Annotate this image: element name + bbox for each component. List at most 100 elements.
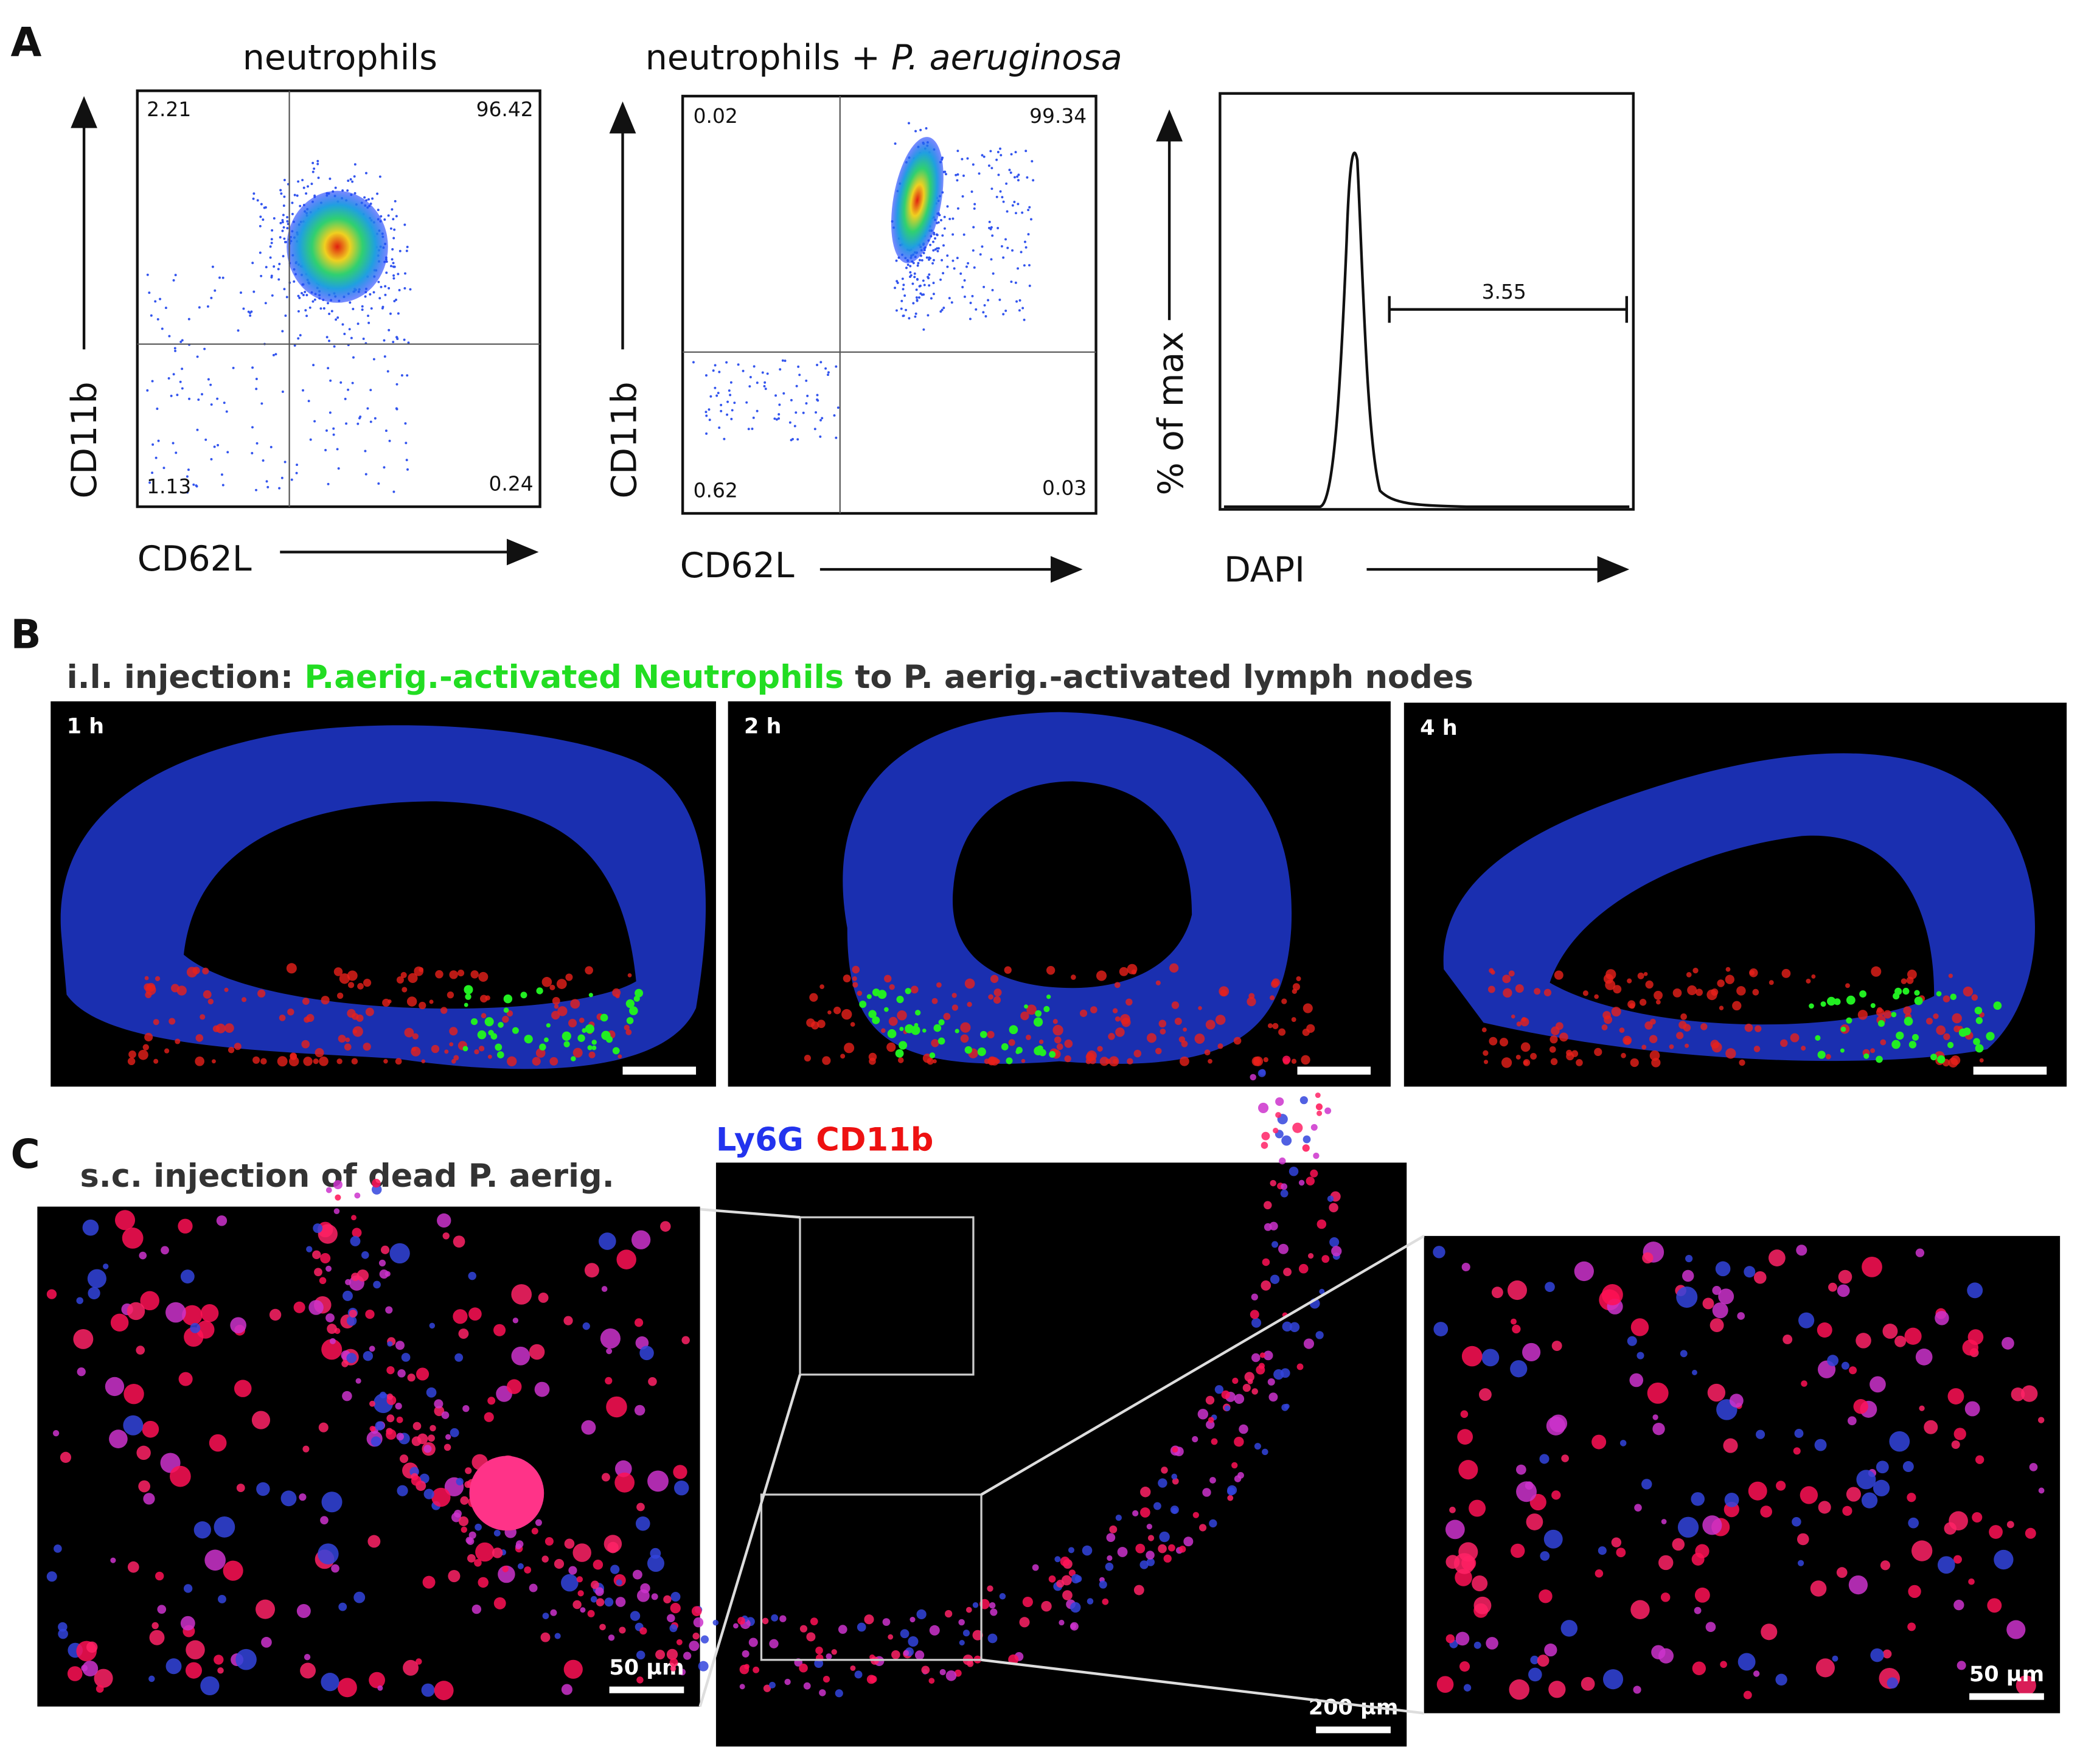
cell [660, 1221, 671, 1232]
neutrophil-signal [1863, 1053, 1870, 1059]
cd11b-signal [127, 1057, 136, 1066]
event-dot [259, 215, 262, 218]
event-dot [946, 205, 949, 208]
cd11b-signal [400, 971, 407, 979]
cell [819, 1689, 826, 1696]
cell [493, 1597, 506, 1609]
cell [200, 1304, 219, 1322]
cell [325, 1187, 332, 1193]
cell [1041, 1601, 1052, 1612]
cd11b-signal [1155, 980, 1161, 985]
cell [403, 1659, 419, 1676]
event-dot [156, 318, 159, 321]
cell [200, 1676, 220, 1696]
event-dot [325, 336, 329, 339]
neutrophil-signal [1815, 1035, 1821, 1041]
cell [386, 1393, 394, 1400]
cell [1526, 1513, 1543, 1530]
cd11b-signal [421, 1059, 426, 1064]
event-dot [918, 285, 921, 288]
event-dot [252, 290, 256, 293]
cell [1232, 1377, 1239, 1384]
cell [1889, 1431, 1910, 1452]
cell [1853, 1399, 1868, 1414]
cd11b-signal [1026, 1034, 1031, 1040]
event-dot [210, 403, 213, 406]
cell [1147, 1535, 1155, 1541]
cell [616, 1249, 636, 1269]
cell [151, 1622, 159, 1630]
cd11b-signal [1686, 972, 1692, 977]
event-dot [956, 150, 959, 153]
neutrophil-signal [1936, 991, 1942, 997]
cd11b-signal [356, 1014, 364, 1022]
event-dot [941, 259, 944, 262]
event-dot [285, 296, 288, 299]
event-dot [959, 272, 962, 275]
cell [647, 1555, 665, 1572]
cd11b-signal [202, 967, 209, 974]
cd11b-signal [395, 1058, 402, 1065]
event-dot [240, 291, 242, 294]
cd11b-signal [315, 1047, 324, 1058]
cell [939, 1669, 946, 1676]
cell [218, 1595, 226, 1603]
neutrophil-signal [933, 1024, 942, 1032]
cd11b-signal [347, 982, 355, 988]
cell [1702, 1297, 1714, 1310]
cell [554, 1633, 561, 1639]
event-dot [895, 259, 898, 262]
cell [2006, 1521, 2014, 1529]
event-dot [729, 394, 732, 397]
cell [1549, 1414, 1568, 1432]
event-dot [915, 296, 918, 299]
cd11b-signal [363, 979, 372, 987]
cd11b-signal [1706, 989, 1717, 1001]
event-dot [932, 282, 935, 285]
cell [1544, 1643, 1557, 1657]
cell [1724, 1492, 1739, 1507]
event-dot [404, 272, 406, 275]
event-dot [361, 308, 364, 311]
event-dot [347, 179, 350, 182]
event-dot [908, 122, 910, 125]
event-dot [819, 418, 822, 422]
event-dot [931, 262, 934, 265]
cell [1433, 1322, 1449, 1336]
cell [1601, 1284, 1623, 1305]
cell [155, 1571, 164, 1581]
event-dot [282, 214, 285, 217]
event-dot [283, 288, 286, 291]
tissue-nuclei [1443, 753, 2035, 1061]
cell [423, 1445, 432, 1453]
cell [1815, 1658, 1835, 1678]
neutrophil-signal [922, 1028, 927, 1033]
cd11b-signal [338, 1035, 346, 1043]
cd11b-signal [1700, 1023, 1708, 1030]
event-dot [349, 178, 352, 181]
event-dot [909, 276, 911, 278]
cell [1691, 1492, 1705, 1506]
event-dot [172, 442, 175, 445]
cell [148, 1675, 155, 1682]
event-dot [961, 285, 964, 288]
event-dot [987, 164, 990, 167]
event-dot [1015, 300, 1018, 303]
cell [689, 1641, 700, 1651]
cell [1224, 1405, 1231, 1411]
cell [1302, 1144, 1310, 1152]
cell [214, 1516, 235, 1538]
event-dot [372, 291, 375, 294]
cd11b-signal [1483, 1060, 1489, 1064]
cd11b-signal [827, 1010, 832, 1015]
cd11b-signal [365, 1007, 374, 1016]
cd11b-signal [1613, 985, 1622, 994]
event-dot [718, 370, 721, 373]
cell [1677, 1516, 1699, 1538]
cd11b-signal [1263, 1057, 1268, 1063]
cd11b-signal [1481, 1027, 1487, 1033]
cell [590, 1580, 599, 1589]
cell [1140, 1507, 1150, 1518]
event-dot [1004, 238, 1007, 241]
event-dot [988, 220, 991, 223]
